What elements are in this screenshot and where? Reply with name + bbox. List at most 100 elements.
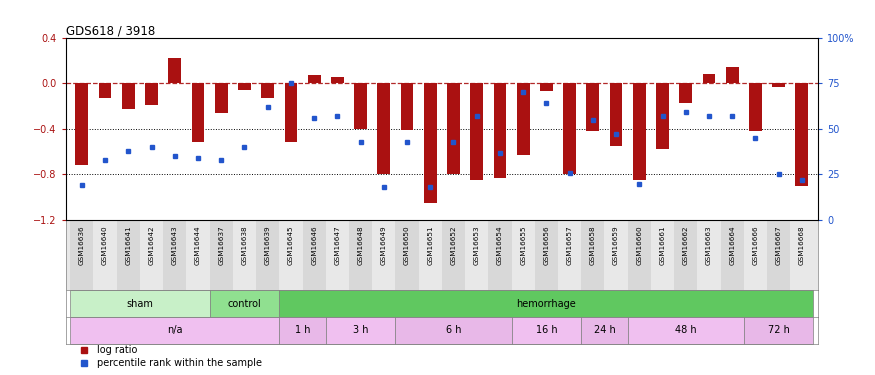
Text: GSM16668: GSM16668 [799,226,805,265]
Bar [586,83,599,131]
Bar [627,317,744,344]
Bar [535,220,558,290]
Text: GSM16646: GSM16646 [312,226,317,265]
Bar [116,220,140,290]
Bar [651,220,674,290]
Text: GSM16639: GSM16639 [264,226,270,265]
Text: 72 h: 72 h [767,325,789,335]
Bar [192,83,205,142]
Bar [627,220,651,290]
Bar [122,83,135,110]
Text: GDS618 / 3918: GDS618 / 3918 [66,24,155,38]
Text: GSM16655: GSM16655 [520,226,526,265]
Text: GSM16648: GSM16648 [358,226,364,265]
Bar [744,317,814,344]
Bar [442,220,466,290]
Bar [424,83,437,203]
Text: GSM16638: GSM16638 [242,226,248,265]
Bar [284,83,298,142]
Text: 3 h: 3 h [353,325,368,335]
Text: GSM16659: GSM16659 [613,226,620,265]
Text: 6 h: 6 h [445,325,461,335]
Bar [331,77,344,83]
Bar [279,220,303,290]
Text: percentile rank within the sample: percentile rank within the sample [97,358,262,368]
Bar [326,220,349,290]
Text: GSM16662: GSM16662 [682,226,689,265]
Bar [94,220,116,290]
Bar [279,290,814,317]
Bar [447,83,460,174]
Bar [488,220,512,290]
Text: GSM16644: GSM16644 [195,226,201,265]
Bar [279,317,326,344]
Bar [703,74,716,83]
Bar [186,220,210,290]
Bar [396,220,418,290]
Bar [679,83,692,102]
Bar [377,83,390,174]
Text: GSM16636: GSM16636 [79,226,85,265]
Bar [581,220,605,290]
Text: 24 h: 24 h [593,325,615,335]
Bar [210,290,279,317]
Text: GSM16664: GSM16664 [729,226,735,265]
Bar [418,220,442,290]
Text: GSM16649: GSM16649 [381,226,387,265]
Bar [558,220,581,290]
Bar [238,83,251,90]
Text: GSM16651: GSM16651 [427,226,433,265]
Bar [744,220,767,290]
Bar [564,83,576,174]
Bar [75,83,88,165]
Text: GSM16642: GSM16642 [149,226,155,265]
Text: GSM16647: GSM16647 [334,226,340,265]
Text: GSM16640: GSM16640 [102,226,108,265]
Text: GSM16637: GSM16637 [218,226,224,265]
Bar [396,317,512,344]
Bar [471,83,483,180]
Bar [70,290,210,317]
Text: GSM16663: GSM16663 [706,226,712,265]
Text: n/a: n/a [167,325,183,335]
Bar [308,75,320,83]
Bar [140,220,163,290]
Text: GSM16652: GSM16652 [451,226,457,265]
Bar [674,220,697,290]
Bar [795,83,808,186]
Bar [145,83,158,105]
Bar [749,83,762,131]
Bar [168,58,181,83]
Text: GSM16641: GSM16641 [125,226,131,265]
Bar [466,220,488,290]
Text: log ratio: log ratio [97,345,137,355]
Bar [262,83,274,98]
Text: GSM16650: GSM16650 [404,226,410,265]
Text: sham: sham [127,298,153,309]
Text: GSM16658: GSM16658 [590,226,596,265]
Bar [401,83,413,130]
Text: GSM16666: GSM16666 [752,226,759,265]
Text: GSM16657: GSM16657 [567,226,572,265]
Bar [354,83,367,129]
Text: GSM16654: GSM16654 [497,226,503,265]
Bar [605,220,627,290]
Bar [99,83,111,98]
Bar [233,220,256,290]
Bar [656,83,668,149]
Bar [349,220,372,290]
Bar [767,220,790,290]
Bar [326,317,396,344]
Bar [215,83,228,113]
Text: GSM16667: GSM16667 [775,226,781,265]
Bar [581,317,627,344]
Text: GSM16656: GSM16656 [543,226,550,265]
Text: GSM16660: GSM16660 [636,226,642,265]
Bar [721,220,744,290]
Bar [633,83,646,180]
Bar [70,317,279,344]
Bar [512,317,581,344]
Text: GSM16645: GSM16645 [288,226,294,265]
Bar [540,83,553,91]
Bar [163,220,186,290]
